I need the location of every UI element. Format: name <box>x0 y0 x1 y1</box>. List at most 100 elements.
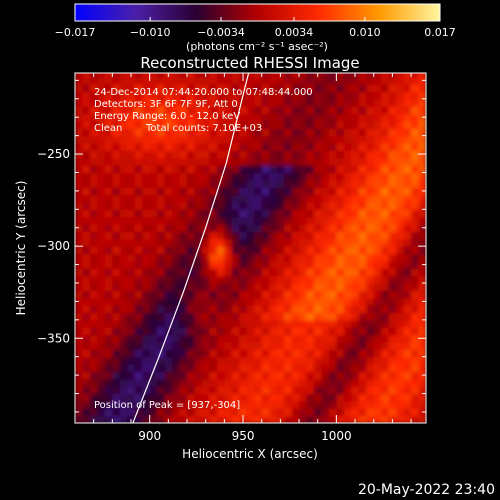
heatmap-cell <box>149 172 158 181</box>
heatmap-cell <box>89 128 99 137</box>
heatmap-cell <box>142 253 151 262</box>
heatmap-cell <box>179 120 188 129</box>
heatmap-cell <box>381 98 390 107</box>
heatmap-cell <box>284 113 293 122</box>
heatmap-cell <box>403 91 412 100</box>
heatmap-cell <box>313 113 323 122</box>
heatmap-cell <box>194 231 203 240</box>
heatmap-cell <box>187 260 196 269</box>
heatmap-cell <box>411 98 420 107</box>
heatmap-cell <box>112 73 121 78</box>
heatmap-cell <box>403 179 412 188</box>
heatmap-cell <box>179 393 188 402</box>
heatmap-cell <box>134 246 143 255</box>
heatmap-cell <box>396 135 405 144</box>
heatmap-cell <box>194 386 203 395</box>
heatmap-cell <box>216 260 225 269</box>
heatmap-cell <box>119 231 128 240</box>
heatmap-cell <box>328 319 337 328</box>
heatmap-cell <box>239 187 248 196</box>
heatmap-cell <box>284 165 293 174</box>
heatmap-cell <box>142 297 151 306</box>
heatmap-cell <box>194 194 203 203</box>
heatmap-cell <box>388 209 397 218</box>
heatmap-cell <box>396 91 405 100</box>
heatmap-cell <box>328 260 337 269</box>
heatmap-cell <box>254 334 263 343</box>
heatmap-cell <box>119 260 128 269</box>
heatmap-cell <box>164 253 173 262</box>
heatmap-cell <box>336 73 345 78</box>
heatmap-cell <box>224 172 233 181</box>
heatmap-cell <box>381 356 390 365</box>
heatmap-cell <box>336 224 345 233</box>
heatmap-cell <box>291 150 300 159</box>
heatmap-cell <box>119 319 128 328</box>
heatmap-cell <box>179 231 188 240</box>
heatmap-cell <box>216 135 225 144</box>
heatmap-cell <box>388 371 397 380</box>
heatmap-cell <box>373 283 382 291</box>
heatmap-cell <box>343 393 352 402</box>
heatmap-cell <box>246 356 255 365</box>
heatmap-cell <box>246 341 255 350</box>
heatmap-cell <box>254 275 263 284</box>
heatmap-cell <box>179 165 188 174</box>
heatmap-cell <box>351 157 360 166</box>
heatmap-cell <box>351 408 360 417</box>
heatmap-cell <box>261 201 270 210</box>
heatmap-cell <box>269 187 278 196</box>
heatmap-cell <box>194 253 203 262</box>
heatmap-cell <box>388 113 397 122</box>
heatmap-cell <box>343 408 352 417</box>
heatmap-cell <box>328 73 337 78</box>
heatmap-cell <box>127 268 136 277</box>
heatmap-cell <box>336 91 345 100</box>
heatmap-cell <box>89 246 99 255</box>
heatmap-cell <box>231 327 240 336</box>
heatmap-cell <box>306 143 315 151</box>
heatmap-cell <box>194 128 203 137</box>
heatmap-cell <box>172 378 181 387</box>
heatmap-cell <box>231 356 240 365</box>
heatmap-cell <box>403 120 412 129</box>
heatmap-cell <box>104 165 113 174</box>
heatmap-cell <box>343 312 352 321</box>
heatmap-cell <box>299 283 308 291</box>
heatmap-cell <box>388 312 397 321</box>
heatmap-cell <box>216 386 225 395</box>
heatmap-cell <box>201 113 211 122</box>
heatmap-cell <box>134 157 143 166</box>
heatmap-cell <box>187 150 196 159</box>
heatmap-cell <box>373 305 382 314</box>
heatmap-cell <box>343 305 352 314</box>
heatmap-cell <box>75 120 84 129</box>
heatmap-cell <box>179 268 188 277</box>
heatmap-cell <box>306 246 315 255</box>
heatmap-cell <box>321 275 330 284</box>
heatmap-cell <box>142 209 151 218</box>
heatmap-cell <box>291 378 300 387</box>
heatmap-cell <box>164 319 173 328</box>
heatmap-cell <box>97 253 106 262</box>
heatmap-cell <box>313 194 323 203</box>
heatmap-cell <box>224 157 233 166</box>
heatmap-cell <box>194 157 203 166</box>
heatmap-cell <box>149 283 158 291</box>
heatmap-cell <box>403 135 412 144</box>
heatmap-cell <box>306 179 315 188</box>
heatmap-cell <box>127 275 136 284</box>
heatmap-cell <box>373 378 382 387</box>
heatmap-cell <box>172 113 181 122</box>
heatmap-cell <box>224 253 233 262</box>
heatmap-cell <box>142 378 151 387</box>
heatmap-cell <box>381 76 390 85</box>
heatmap-cell <box>388 216 397 225</box>
heatmap-cell <box>254 246 263 255</box>
heatmap-cell <box>358 98 367 107</box>
heatmap-cell <box>224 98 233 107</box>
heatmap-cell <box>216 238 225 247</box>
heatmap-cell <box>231 128 240 137</box>
heatmap-cell <box>119 113 128 122</box>
heatmap-cell <box>284 120 293 129</box>
